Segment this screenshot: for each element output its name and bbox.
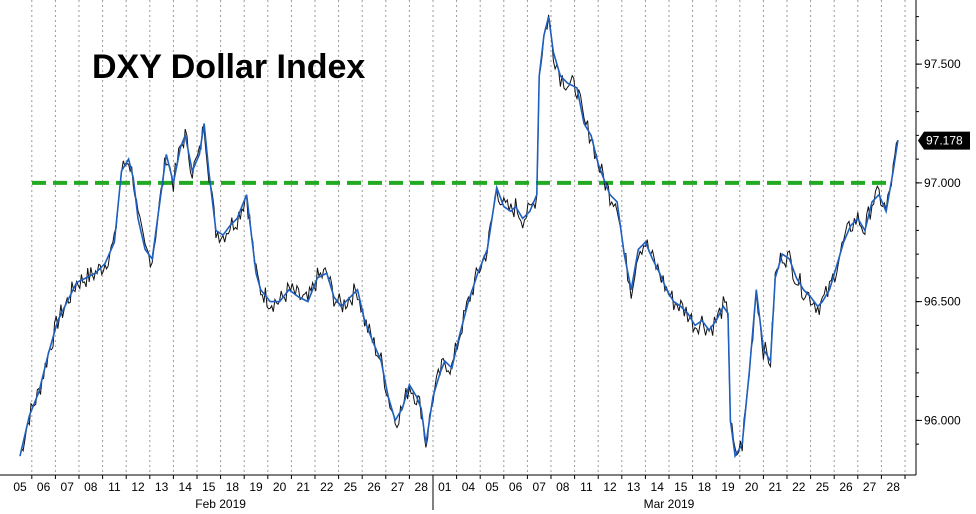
x-tick-label-28: 15 (674, 480, 688, 494)
x-tick-label-36: 27 (863, 480, 877, 494)
x-tick-label-31: 20 (745, 480, 759, 494)
x-tick-label-14: 25 (344, 480, 358, 494)
vertical-gridlines (31, 0, 906, 475)
x-tick-label-24: 11 (580, 480, 593, 494)
x-tick-label-32: 21 (769, 480, 783, 494)
chart-title: DXY Dollar Index (92, 48, 365, 86)
month-label-0: Feb 2019 (195, 497, 246, 511)
x-tick-label-3: 08 (84, 480, 98, 494)
x-tick-label-6: 13 (155, 480, 169, 494)
x-tick-label-17: 28 (415, 480, 429, 494)
x-tick-label-13: 22 (320, 480, 334, 494)
x-tick-label-29: 18 (698, 480, 712, 494)
last-value-label: 97.178 (926, 134, 963, 148)
last-value-label-background (918, 131, 970, 150)
x-tick-label-22: 07 (533, 480, 547, 494)
y-tick-label-3: 97.500 (924, 57, 961, 71)
y-tick-label-2: 97.000 (924, 176, 961, 190)
x-tick-label-12: 21 (297, 480, 311, 494)
y-axis: 96.000 96.500 97.000 97.500 (916, 16, 961, 445)
x-tick-label-27: 14 (651, 480, 665, 494)
x-axis: 05 06 07 08 11 12 13 14 15 18 19 20 21 22 25 26 27 28 01 04… (13, 475, 906, 494)
series-line-blue (19, 16, 899, 459)
x-tick-label-19: 04 (462, 480, 476, 494)
x-tick-label-11: 20 (273, 480, 287, 494)
x-tick-label-20: 05 (485, 480, 499, 494)
x-tick-label-2: 07 (61, 480, 75, 494)
x-tick-label-0: 05 (13, 480, 27, 494)
last-value-marker: 97.178 (918, 131, 970, 150)
x-tick-label-10: 19 (249, 480, 263, 494)
x-tick-label-21: 06 (509, 480, 523, 494)
x-tick-label-37: 28 (887, 480, 901, 494)
x-tick-label-18: 01 (438, 480, 452, 494)
x-tick-label-26: 13 (627, 480, 641, 494)
x-tick-label-33: 22 (792, 480, 806, 494)
y-tick-label-1: 96.500 (924, 295, 961, 309)
y-tick-label-0: 96.000 (924, 413, 961, 427)
x-tick-label-7: 14 (179, 480, 193, 494)
x-tick-label-9: 18 (226, 480, 240, 494)
x-tick-label-8: 15 (202, 480, 216, 494)
x-tick-label-1: 06 (37, 480, 51, 494)
x-tick-label-4: 11 (108, 480, 121, 494)
x-tick-label-30: 19 (721, 480, 735, 494)
x-tick-label-25: 12 (603, 480, 617, 494)
x-tick-label-34: 25 (816, 480, 830, 494)
x-tick-label-5: 12 (131, 480, 145, 494)
x-tick-label-35: 26 (839, 480, 853, 494)
month-labels: Feb 2019 Mar 2019 (195, 475, 695, 511)
x-tick-label-16: 27 (391, 480, 405, 494)
x-tick-label-23: 08 (556, 480, 570, 494)
x-tick-label-15: 26 (367, 480, 381, 494)
month-label-1: Mar 2019 (644, 497, 695, 511)
